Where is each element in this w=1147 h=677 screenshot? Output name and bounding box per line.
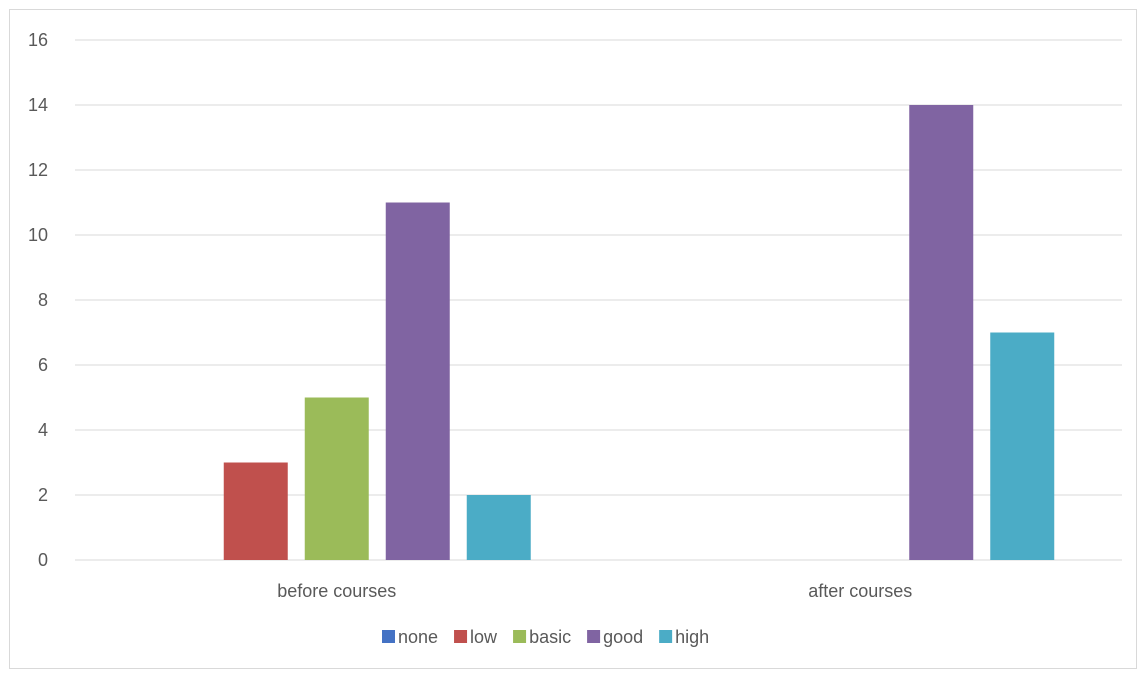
- y-tick-label: 16: [28, 30, 48, 50]
- y-tick-label: 8: [38, 290, 48, 310]
- bar-high-1: [990, 332, 1055, 560]
- y-tick-label: 4: [38, 420, 48, 440]
- legend-swatch-good: [587, 630, 601, 643]
- legend: none low basic good high: [382, 627, 709, 647]
- x-category-label: before courses: [277, 581, 396, 601]
- x-category-label: after courses: [808, 581, 912, 601]
- y-tick-label: 2: [38, 485, 48, 505]
- legend-label-basic: basic: [529, 627, 571, 647]
- y-axis-ticks: 0 2 4 6 8 10 12 14 16: [28, 30, 48, 570]
- bar-basic-0: [304, 397, 369, 560]
- bar-high-0: [466, 495, 531, 560]
- y-tick-label: 0: [38, 550, 48, 570]
- bar-low-0: [223, 462, 288, 560]
- bars: [223, 105, 1055, 560]
- legend-label-good: good: [603, 627, 643, 647]
- y-tick-label: 10: [28, 225, 48, 245]
- y-tick-label: 12: [28, 160, 48, 180]
- bar-good-0: [385, 202, 450, 560]
- legend-label-high: high: [675, 627, 709, 647]
- legend-swatch-basic: [513, 630, 527, 643]
- bar-good-1: [909, 105, 974, 560]
- y-tick-label: 6: [38, 355, 48, 375]
- x-axis-categories: before courses after courses: [277, 581, 912, 601]
- legend-swatch-none: [382, 630, 395, 643]
- legend-swatch-low: [454, 630, 468, 643]
- legend-label-low: low: [470, 627, 498, 647]
- legend-swatch-high: [659, 630, 673, 643]
- legend-label-none: none: [398, 627, 438, 647]
- y-tick-label: 14: [28, 95, 48, 115]
